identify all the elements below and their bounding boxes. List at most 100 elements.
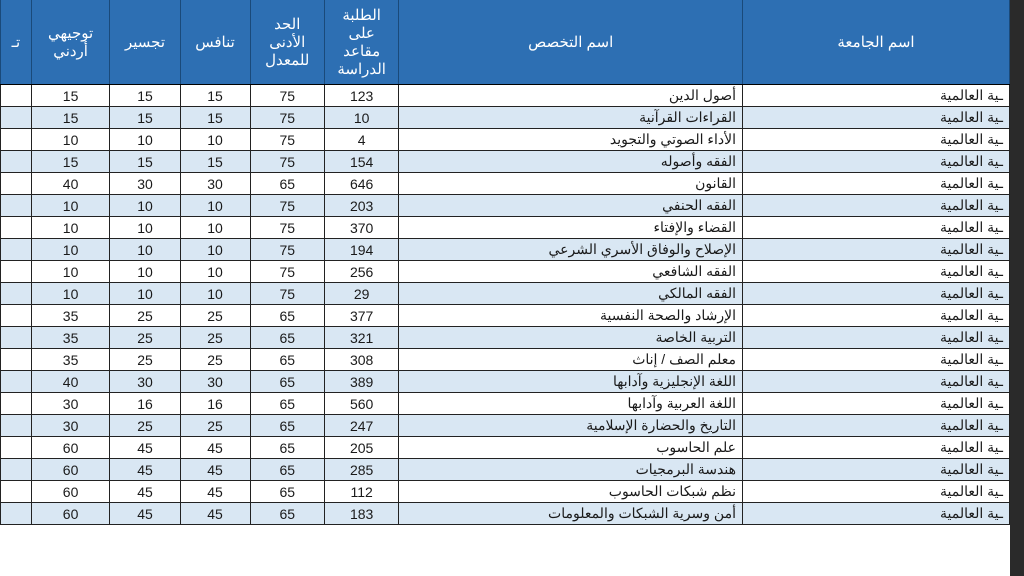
cell-bridge: 45 <box>110 481 180 503</box>
cell-min-grade: 65 <box>250 173 324 195</box>
cell-min-grade: 65 <box>250 481 324 503</box>
cell-tawjihi: 35 <box>31 327 110 349</box>
cell-edge <box>1 151 32 173</box>
cell-seats: 560 <box>324 393 398 415</box>
cell-seats: 4 <box>324 129 398 151</box>
cell-compete: 10 <box>180 195 250 217</box>
cell-edge <box>1 503 32 525</box>
table-row: ـية العالميةالتربية الخاصة32165252535 <box>1 327 1010 349</box>
cell-bridge: 45 <box>110 503 180 525</box>
cell-edge <box>1 107 32 129</box>
cell-compete: 10 <box>180 129 250 151</box>
table-row: ـية العالميةاللغة الإنجليزية وآدابها3896… <box>1 371 1010 393</box>
cell-compete: 45 <box>180 459 250 481</box>
cell-university: ـية العالمية <box>742 305 1009 327</box>
cell-major: القضاء والإفتاء <box>399 217 743 239</box>
cell-compete: 25 <box>180 305 250 327</box>
cell-tawjihi: 35 <box>31 305 110 327</box>
cell-university: ـية العالمية <box>742 283 1009 305</box>
cell-tawjihi: 60 <box>31 503 110 525</box>
table-row: ـية العالميةالفقه وأصوله15475151515 <box>1 151 1010 173</box>
cell-compete: 30 <box>180 371 250 393</box>
cell-major: علم الحاسوب <box>399 437 743 459</box>
cell-min-grade: 65 <box>250 459 324 481</box>
cell-edge <box>1 85 32 107</box>
cell-seats: 285 <box>324 459 398 481</box>
cell-compete: 45 <box>180 503 250 525</box>
cell-compete: 25 <box>180 349 250 371</box>
cell-tawjihi: 10 <box>31 239 110 261</box>
cell-seats: 377 <box>324 305 398 327</box>
cell-university: ـية العالمية <box>742 173 1009 195</box>
cell-seats: 205 <box>324 437 398 459</box>
cell-compete: 15 <box>180 151 250 173</box>
cell-tawjihi: 10 <box>31 195 110 217</box>
cell-edge <box>1 173 32 195</box>
cell-seats: 370 <box>324 217 398 239</box>
cell-compete: 15 <box>180 85 250 107</box>
cell-edge <box>1 327 32 349</box>
cell-compete: 10 <box>180 217 250 239</box>
cell-bridge: 15 <box>110 151 180 173</box>
cell-university: ـية العالمية <box>742 503 1009 525</box>
cell-min-grade: 75 <box>250 217 324 239</box>
cell-edge <box>1 437 32 459</box>
admissions-table: اسم الجامعة اسم التخصص الطلبة على مقاعد … <box>0 0 1010 525</box>
cell-edge <box>1 305 32 327</box>
cell-min-grade: 65 <box>250 415 324 437</box>
cell-compete: 15 <box>180 107 250 129</box>
table-row: ـية العالميةمعلم الصف / إناث30865252535 <box>1 349 1010 371</box>
cell-tawjihi: 60 <box>31 481 110 503</box>
cell-seats: 308 <box>324 349 398 371</box>
admissions-table-page: اسم الجامعة اسم التخصص الطلبة على مقاعد … <box>0 0 1010 576</box>
cell-min-grade: 75 <box>250 195 324 217</box>
cell-tawjihi: 60 <box>31 437 110 459</box>
cell-min-grade: 75 <box>250 283 324 305</box>
cell-compete: 10 <box>180 283 250 305</box>
cell-min-grade: 65 <box>250 503 324 525</box>
header-major: اسم التخصص <box>399 0 743 85</box>
cell-tawjihi: 15 <box>31 85 110 107</box>
cell-university: ـية العالمية <box>742 217 1009 239</box>
table-row: ـية العالميةالفقه الشافعي25675101010 <box>1 261 1010 283</box>
cell-seats: 389 <box>324 371 398 393</box>
cell-seats: 10 <box>324 107 398 129</box>
cell-bridge: 10 <box>110 283 180 305</box>
table-row: ـية العالميةالفقه المالكي2975101010 <box>1 283 1010 305</box>
cell-min-grade: 65 <box>250 393 324 415</box>
cell-major: القراءات القرآنية <box>399 107 743 129</box>
cell-tawjihi: 10 <box>31 217 110 239</box>
table-row: ـية العالميةأصول الدين12375151515 <box>1 85 1010 107</box>
cell-bridge: 45 <box>110 459 180 481</box>
cell-compete: 25 <box>180 327 250 349</box>
cell-bridge: 25 <box>110 327 180 349</box>
cell-university: ـية العالمية <box>742 195 1009 217</box>
table-row: ـية العالميةالتاريخ والحضارة الإسلامية24… <box>1 415 1010 437</box>
table-header-row: اسم الجامعة اسم التخصص الطلبة على مقاعد … <box>1 0 1010 85</box>
table-row: ـية العالميةالإصلاح والوفاق الأسري الشرع… <box>1 239 1010 261</box>
cell-edge <box>1 415 32 437</box>
cell-edge <box>1 459 32 481</box>
header-min-grade: الحد الأدنى للمعدل <box>250 0 324 85</box>
header-compete: تنافس <box>180 0 250 85</box>
table-row: ـية العالميةنظم شبكات الحاسوب11265454560 <box>1 481 1010 503</box>
cell-min-grade: 65 <box>250 327 324 349</box>
cell-university: ـية العالمية <box>742 239 1009 261</box>
cell-university: ـية العالمية <box>742 415 1009 437</box>
table-row: ـية العالميةالقراءات القرآنية1075151515 <box>1 107 1010 129</box>
header-edge: تـ <box>1 0 32 85</box>
cell-major: الإرشاد والصحة النفسية <box>399 305 743 327</box>
cell-edge <box>1 239 32 261</box>
cell-university: ـية العالمية <box>742 85 1009 107</box>
cell-university: ـية العالمية <box>742 107 1009 129</box>
cell-major: الإصلاح والوفاق الأسري الشرعي <box>399 239 743 261</box>
cell-seats: 646 <box>324 173 398 195</box>
cell-university: ـية العالمية <box>742 459 1009 481</box>
cell-major: الأداء الصوتي والتجويد <box>399 129 743 151</box>
cell-bridge: 45 <box>110 437 180 459</box>
cell-bridge: 10 <box>110 217 180 239</box>
cell-major: اللغة العربية وآدابها <box>399 393 743 415</box>
cell-university: ـية العالمية <box>742 261 1009 283</box>
cell-university: ـية العالمية <box>742 393 1009 415</box>
cell-compete: 16 <box>180 393 250 415</box>
